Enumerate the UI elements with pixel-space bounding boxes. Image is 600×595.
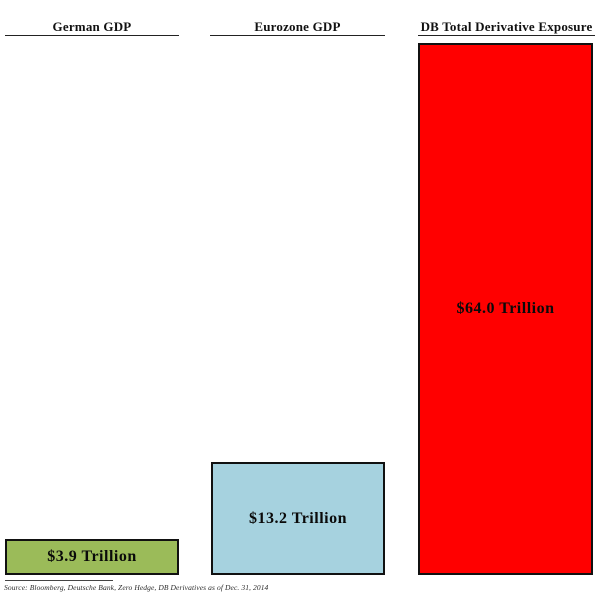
bar-german-gdp: $3.9 Trillion — [5, 539, 179, 575]
bar-value-label-db-derivative-exposure: $64.0 Trillion — [456, 300, 555, 317]
column-header-db-total-derivative-exposure: DB Total Derivative Exposure — [418, 19, 595, 36]
footnote-separator-line — [5, 580, 113, 581]
bar-eurozone-gdp: $13.2 Trillion — [211, 462, 385, 575]
source-note: Source: Bloomberg, Deutsche Bank, Zero H… — [4, 583, 269, 592]
bar-value-label-eurozone-gdp: $13.2 Trillion — [249, 509, 347, 527]
column-header-german-gdp: German GDP — [5, 19, 179, 36]
bar-value-label-german-gdp: $3.9 Trillion — [47, 548, 137, 565]
column-header-eurozone-gdp: Eurozone GDP — [210, 19, 385, 36]
bar-db-total-derivative-exposure: $64.0 Trillion — [418, 43, 593, 575]
